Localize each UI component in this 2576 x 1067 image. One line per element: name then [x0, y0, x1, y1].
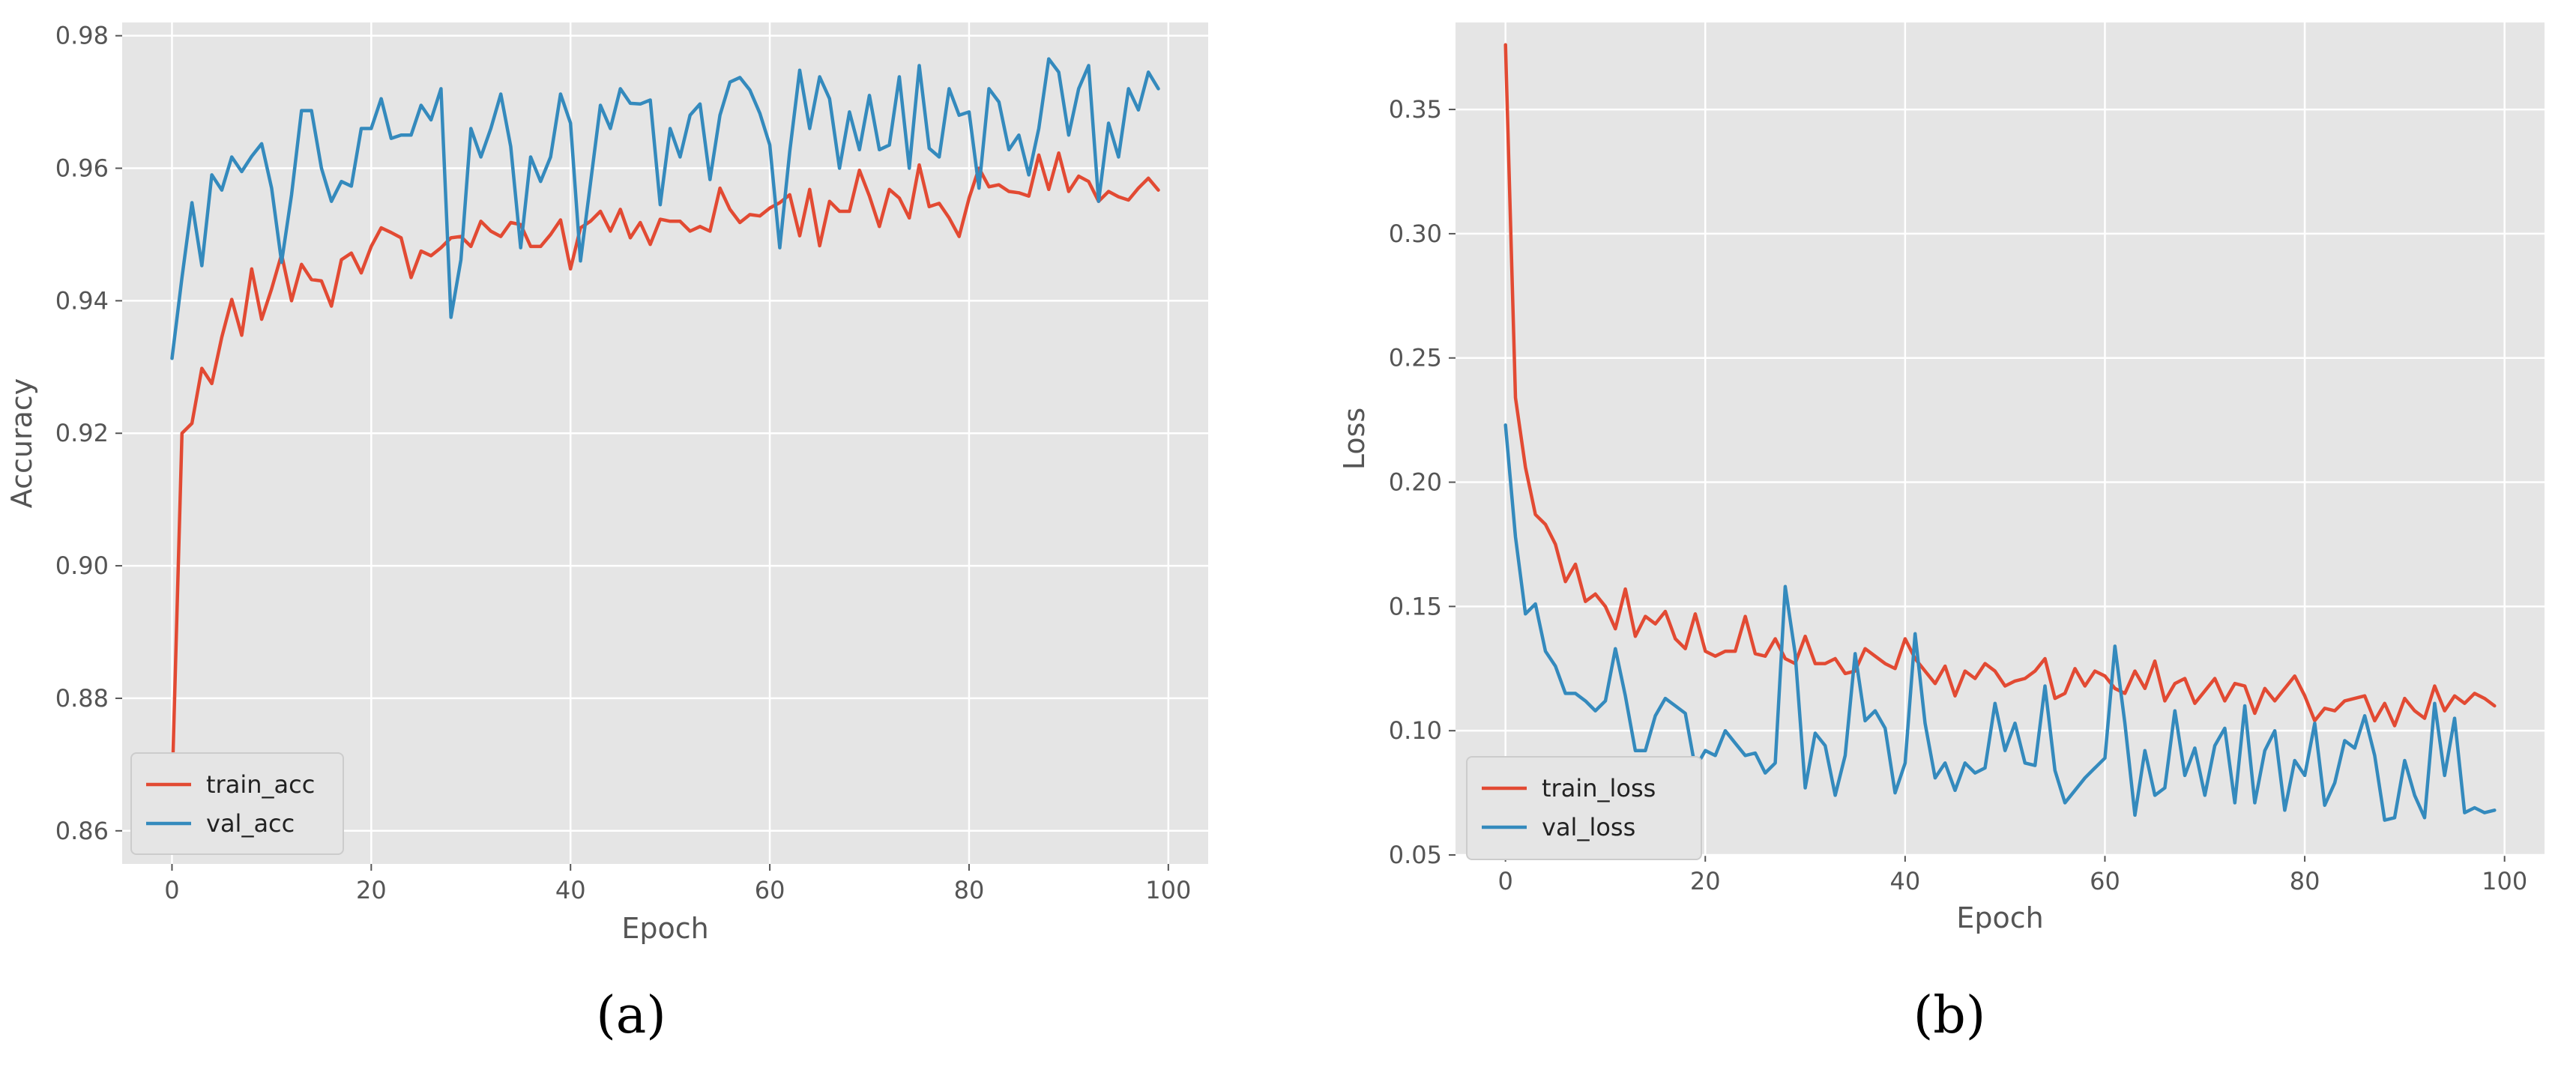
y-tick-label: 0.10 [1389, 716, 1442, 745]
y-tick-label: 0.20 [1389, 468, 1442, 497]
legend-label: val_acc [206, 809, 295, 838]
legend-label: train_acc [206, 770, 315, 799]
series-line-train-loss [1503, 43, 2497, 728]
loss-panel: 0 20 40 60 80 100 0.05 0.10 0.15 0.20 0.25 0.30 0.35… [1338, 22, 2545, 1045]
y-tick-label: 0.90 [55, 551, 109, 580]
x-tick-label: 80 [2290, 867, 2320, 895]
series-line-val-loss [1503, 423, 2497, 822]
y-axis-label: Accuracy [5, 378, 38, 509]
x-tick-label: 20 [356, 876, 387, 904]
plot-area [122, 22, 1208, 864]
x-tick-label: 100 [2482, 867, 2527, 895]
legend-label: train_loss [1542, 774, 1656, 802]
y-tick-label: 0.98 [55, 22, 109, 50]
x-tick-label: 40 [1890, 867, 1921, 895]
x-axis-label: Epoch [1956, 901, 2043, 934]
y-tick-label: 0.15 [1389, 592, 1442, 620]
panel-caption: (a) [596, 986, 666, 1045]
y-tick-label: 0.30 [1389, 220, 1442, 248]
y-tick-label: 0.86 [55, 817, 109, 845]
y-tick-label: 0.88 [55, 684, 109, 713]
legend-box [130, 752, 344, 855]
y-tick-label: 0.96 [55, 154, 109, 183]
x-tick-label: 60 [755, 876, 785, 904]
x-axis-label: Epoch [621, 912, 708, 945]
x-tick-label: 0 [164, 876, 179, 904]
x-tick-label: 0 [1497, 867, 1512, 895]
accuracy-panel: 0 20 40 60 80 100 0.86 0.88 0.90 0.92 0.94 0.96 0.98… [5, 22, 1208, 1045]
legend-label: val_loss [1542, 813, 1635, 841]
y-tick-label: 0.05 [1389, 841, 1442, 869]
y-tick-label: 0.94 [55, 286, 109, 315]
y-tick-label: 0.92 [55, 419, 109, 447]
x-tick-label: 40 [555, 876, 586, 904]
x-tick-label: 60 [2090, 867, 2120, 895]
y-tick-label: 0.25 [1389, 344, 1442, 372]
x-tick-label: 20 [1690, 867, 1721, 895]
y-axis-label: Loss [1338, 408, 1371, 470]
series-line-val-acc [170, 57, 1160, 360]
y-tick-label: 0.35 [1389, 95, 1442, 124]
x-tick-label: 100 [1145, 876, 1191, 904]
panel-caption: (b) [1913, 986, 1986, 1045]
x-tick-label: 80 [954, 876, 985, 904]
legend-box [1466, 756, 1702, 860]
series-line-train-acc [170, 151, 1160, 793]
